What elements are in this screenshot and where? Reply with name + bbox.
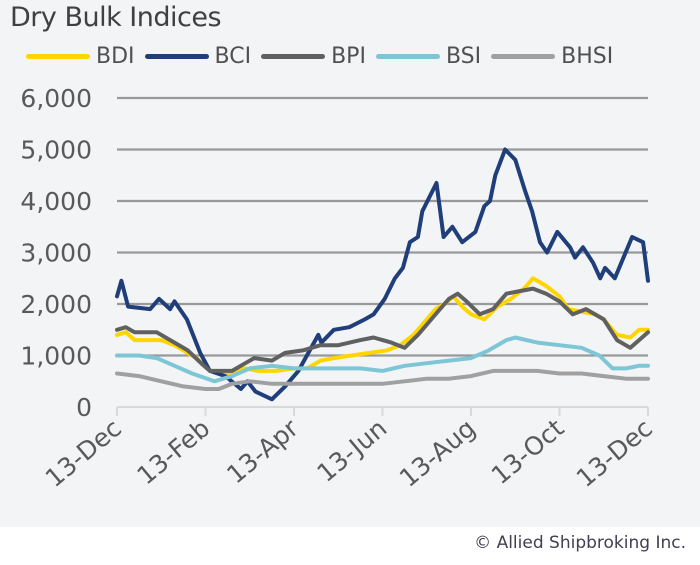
- legend-label-bpi: BPI: [331, 44, 366, 69]
- x-tick-label: 13-Apr: [221, 413, 304, 489]
- legend-label-bhsi: BHSI: [561, 44, 614, 69]
- series-lines: [115, 147, 650, 402]
- y-axis: 0 1,000 2,000 3,000 4,000 5,000 6,000: [20, 84, 92, 422]
- series-line-bpi: [115, 286, 650, 373]
- x-tick-label: 13-Jun: [311, 413, 392, 487]
- x-tick-label: 13-Feb: [132, 413, 216, 490]
- x-tick-label: 13-Dec: [571, 413, 658, 493]
- y-tick-label: 3,000: [20, 239, 92, 268]
- x-tick-label: 13-Oct: [486, 413, 570, 490]
- legend-label-bci: BCI: [214, 44, 252, 69]
- legend-swatch-bsi: [375, 54, 440, 59]
- legend-item-bci: BCI: [144, 44, 252, 69]
- x-axis: 13-Dec 13-Feb 13-Apr 13-Jun 13-Aug 13-Oct 13-D…: [40, 406, 658, 493]
- chart-legend: BDI BCI BPI BSI BHSI: [26, 44, 623, 69]
- legend-swatch-bpi: [261, 54, 326, 59]
- legend-item-bsi: BSI: [375, 44, 482, 69]
- legend-item-bpi: BPI: [261, 44, 366, 69]
- y-tick-label: 1,000: [20, 342, 92, 371]
- chart-title: Dry Bulk Indices: [10, 2, 222, 33]
- copyright-footer: © Allied Shipbroking Inc.: [474, 533, 686, 553]
- y-tick-label: 5,000: [20, 136, 92, 165]
- y-tick-label: 0: [76, 393, 92, 422]
- legend-item-bdi: BDI: [26, 44, 135, 69]
- legend-label-bsi: BSI: [445, 44, 482, 69]
- y-tick-label: 6,000: [20, 84, 92, 113]
- legend-item-bhsi: BHSI: [491, 44, 613, 69]
- series-line-bsi: [115, 335, 650, 384]
- series-line-bci: [115, 147, 650, 402]
- series-line-bhsi: [115, 368, 650, 391]
- chart-panel: [0, 0, 700, 527]
- legend-swatch-bhsi: [491, 54, 556, 59]
- legend-swatch-bdi: [26, 54, 90, 59]
- y-tick-label: 2,000: [20, 290, 92, 319]
- y-tick-label: 4,000: [20, 187, 92, 216]
- x-tick-label: 13-Dec: [40, 413, 127, 493]
- legend-swatch-bci: [144, 54, 209, 59]
- gridlines: [117, 96, 648, 357]
- legend-label-bdi: BDI: [96, 44, 135, 69]
- x-tick-label: 13-Aug: [394, 413, 481, 492]
